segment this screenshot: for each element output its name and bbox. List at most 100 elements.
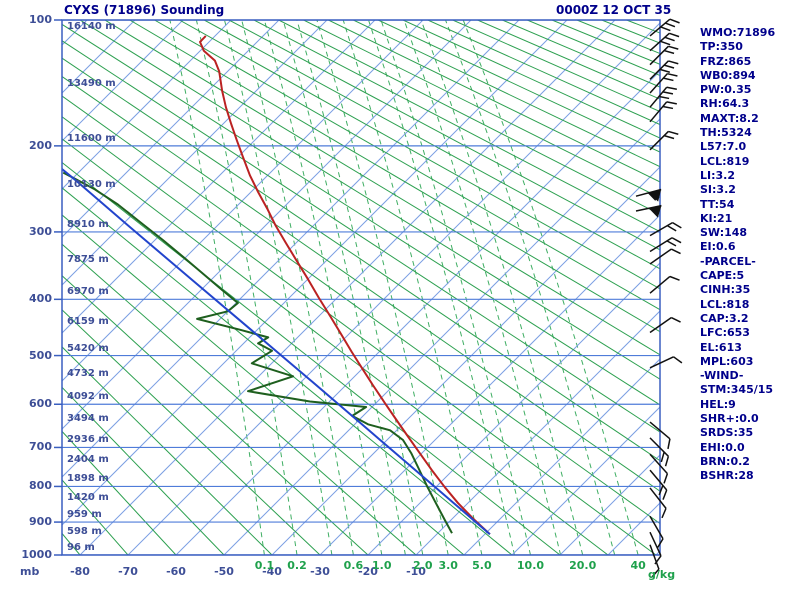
info-line: LI:3.2 [700,168,735,182]
mixing-ratio-line [224,20,333,555]
height-label: 1898 m [67,473,109,485]
wind-barb [635,204,662,218]
pressure-tick-label: 800 [29,479,52,493]
mixing-ratio-line [342,20,483,555]
dry-adiabat-line [303,20,660,199]
isotherm-diagonal [559,454,660,555]
isotherm-diagonal [62,20,424,382]
mixing-ratio-label: 10.0 [516,559,545,572]
pressure-tick-label: 600 [29,397,52,411]
height-label: 598 m [67,525,102,537]
wind-barb [649,32,680,52]
info-line: BRN:0.2 [700,454,750,468]
grid-lines [62,20,660,555]
info-line: MPL:603 [700,354,754,368]
mixing-ratio-label: 1.0 [372,559,392,572]
wind-barb [649,544,660,578]
wind-barb-column [635,18,683,578]
dry-adiabat-line [62,40,660,433]
mixing-ratio-label: 20.0 [569,559,597,572]
pressure-tick-label: 200 [29,138,52,152]
dry-adiabat-line [62,187,513,555]
info-line: CAP:3.2 [700,311,749,325]
isotherm-diagonal [223,118,660,555]
info-line: EI:0.6 [700,240,736,254]
wind-barb [649,60,679,80]
height-label: 959 m [67,509,102,521]
wind-barb [649,101,677,123]
pressure-tick-label: 900 [29,515,52,529]
wind-barb [649,86,677,108]
isotherm-diagonal [175,70,660,555]
height-label: 13490 m [67,77,116,89]
pressure-tick-label: 1000 [21,548,52,561]
mixing-ratio-label: 0.1 [254,559,275,572]
dry-adiabat-line [62,386,225,555]
wind-barb [649,72,678,94]
dry-adiabat-line [62,23,660,406]
dry-adiabat-line [154,20,660,311]
wind-barb [649,221,682,237]
dry-adiabat-line [62,275,369,555]
info-line: WMO:71896 [700,26,776,39]
info-line: FRZ:865 [700,54,752,68]
parcel-curve [62,168,491,535]
info-line: STM:345/15 [700,383,774,397]
dry-adiabat-line [62,138,609,555]
info-line: KI:21 [700,211,733,225]
wind-barb [649,18,680,37]
wind-barb [649,453,669,484]
dry-adiabat-line [104,20,660,356]
isotherm-diagonal [62,20,568,526]
wind-barb [649,248,681,265]
height-label: 10130 m [67,178,116,190]
datetime-label: 0000Z 12 OCT 35 [556,3,672,17]
temp-tick-label: -30 [310,565,330,578]
isotherm-diagonal [62,20,472,430]
info-line: EHI:0.0 [700,440,745,454]
info-line: TH:5324 [700,126,752,140]
mixing-ratio-line [241,20,354,555]
mixing-ratio-label: 2.0 [413,559,433,572]
info-line: SRDS:35 [700,426,754,440]
info-line: LFC:653 [700,326,750,340]
mixing-ratio-line [282,20,406,555]
temp-tick-label: -50 [214,565,234,578]
temp-tick-label: -60 [166,565,186,578]
wind-barb [649,316,681,334]
dry-adiabat-line [62,309,321,555]
dry-adiabat-line [129,20,660,333]
mixing-ratio-line [316,20,449,555]
dry-adiabat-line [62,214,465,555]
height-label: 96 m [67,542,95,553]
height-label: 3494 m [67,413,109,425]
info-line: -PARCEL- [700,254,756,268]
pressure-tick-label: 300 [29,224,52,238]
info-line: BSHR:28 [700,469,754,483]
info-line: SHR+:0.0 [700,412,759,426]
mixing-ratio-unit-label: g/kg [648,568,676,581]
info-line: EL:613 [700,340,742,354]
mixing-ratio-line [296,20,424,555]
dry-adiabat-line [62,57,660,462]
wind-barb [649,469,668,500]
wind-barb [649,275,680,294]
isotherm-diagonal [62,20,328,286]
mixing-ratio-line [403,20,562,555]
isotherm-diagonal [415,310,660,555]
dry-adiabat-line [62,75,660,492]
wind-barb [649,45,679,66]
info-line: SW:148 [700,226,748,240]
page-title: CYXS (71896) Sounding [64,3,225,17]
info-line: CAPE:5 [700,269,745,283]
pressure-tick-label: 100 [29,13,52,26]
wind-barb [649,487,667,519]
info-line: PW:0.35 [700,83,752,97]
mixing-ratio-label: 40 [630,559,646,572]
dry-adiabat-line [278,20,660,215]
dry-adiabat-line [62,243,417,555]
mixing-ratio-label: 3.0 [438,559,458,572]
isotherm-diagonal [62,20,280,238]
